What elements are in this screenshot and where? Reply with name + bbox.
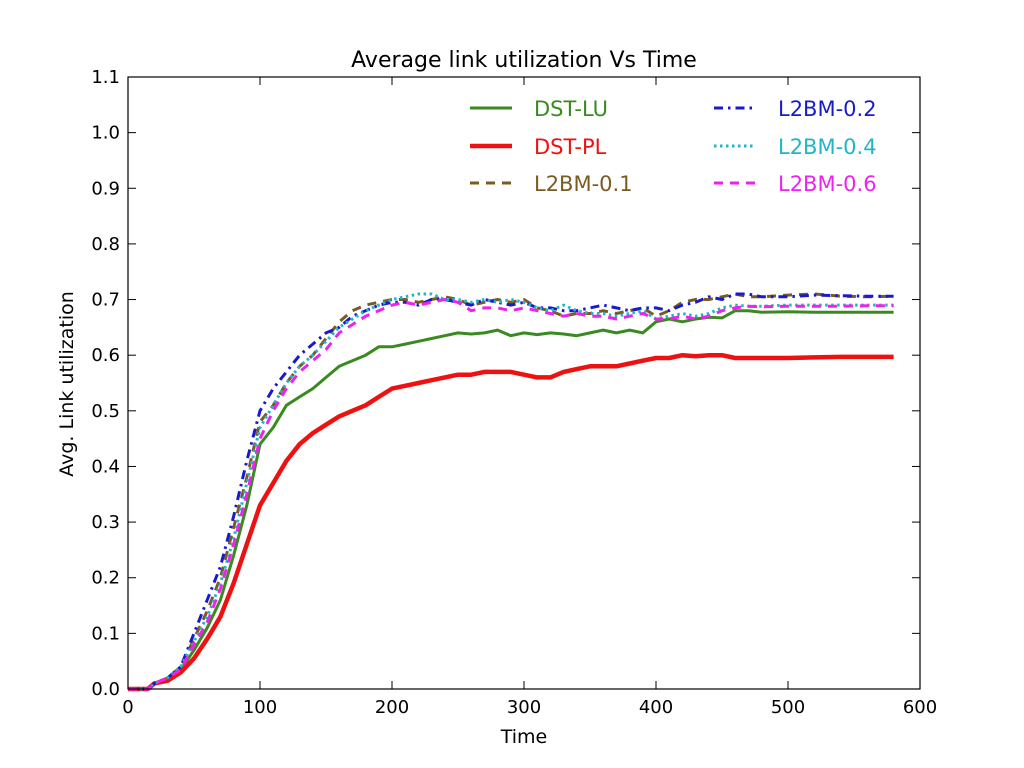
series-line-l2bm-0-4 bbox=[128, 292, 894, 691]
series-line-l2bm-0-1 bbox=[128, 292, 894, 691]
legend-label: L2BM-0.2 bbox=[778, 97, 877, 121]
x-tick-label: 500 bbox=[771, 697, 805, 718]
y-tick-label: 0.3 bbox=[91, 512, 120, 533]
y-tick-label: 0.2 bbox=[91, 568, 120, 589]
y-tick-label: 0.5 bbox=[91, 401, 120, 422]
x-axis-title: Time bbox=[500, 726, 548, 748]
y-tick-label: 0.7 bbox=[91, 290, 120, 311]
legend-label: DST-LU bbox=[534, 97, 608, 121]
y-tick-label: 0.4 bbox=[91, 456, 120, 477]
legend: DST-LU DST-PL L2BM-0.1 L2BM-0.2 L2BM-0.4 L2BM… bbox=[470, 97, 877, 196]
y-tick-label: 0.6 bbox=[91, 345, 120, 366]
series-line-dst-pl bbox=[128, 352, 894, 692]
legend-label: L2BM-0.4 bbox=[778, 135, 877, 159]
x-tick-label: 0 bbox=[122, 697, 133, 718]
y-tick-label: 0.9 bbox=[91, 178, 120, 199]
x-tick-label: 200 bbox=[375, 697, 409, 718]
legend-label: L2BM-0.6 bbox=[778, 172, 877, 196]
x-tick-label: 100 bbox=[243, 697, 277, 718]
x-tick-label: 600 bbox=[903, 697, 937, 718]
x-tick-label: 400 bbox=[639, 697, 673, 718]
y-tick-label: 0.8 bbox=[91, 234, 120, 255]
series-layer bbox=[128, 292, 894, 692]
ticks-layer: 0 100 200 300 400 500 600 0.0 0.1 0.2 0.3 0.4 0.5 0.6… bbox=[91, 67, 937, 718]
y-tick-label: 1.1 bbox=[91, 67, 120, 88]
legend-label: DST-PL bbox=[534, 135, 607, 159]
y-tick-label: 0.0 bbox=[91, 679, 120, 700]
y-axis-title: Avg. Link utilization bbox=[56, 291, 78, 477]
legend-label: L2BM-0.1 bbox=[534, 172, 633, 196]
x-tick-label: 300 bbox=[507, 697, 541, 718]
series-line-dst-lu bbox=[128, 309, 894, 691]
y-tick-label: 0.1 bbox=[91, 623, 120, 644]
chart-title: Average link utilization Vs Time bbox=[351, 48, 697, 73]
y-tick-label: 1.0 bbox=[91, 123, 120, 144]
plot-frame bbox=[127, 76, 921, 690]
